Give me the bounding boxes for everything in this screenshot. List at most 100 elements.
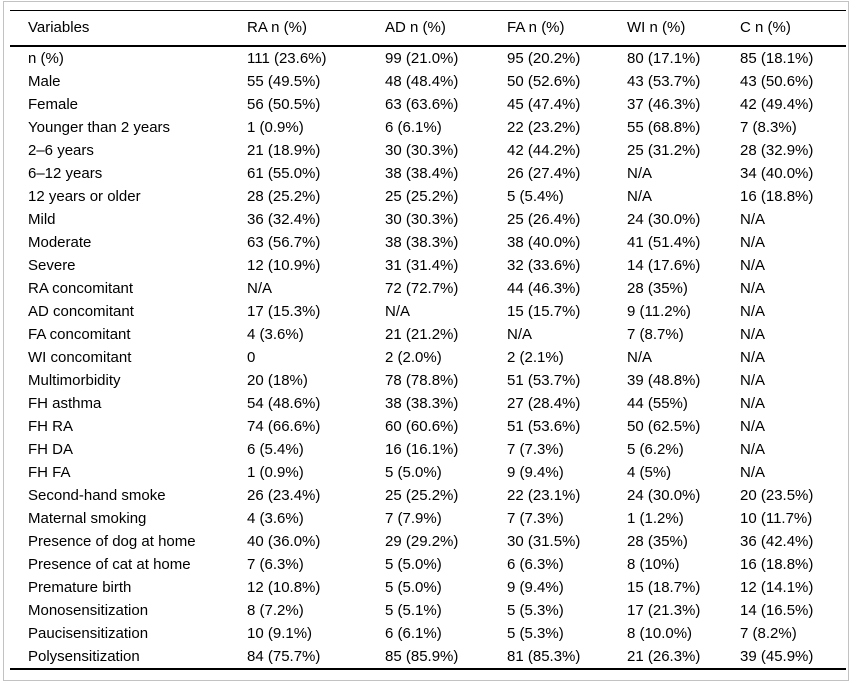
- cell-c: 12 (14.1%): [740, 579, 814, 596]
- cell-ra: N/A: [247, 280, 273, 297]
- variable-cell: Presence of cat at home: [28, 556, 191, 573]
- variable-cell: Polysensitization: [10, 645, 247, 670]
- cell-wi: 41 (51.4%): [627, 234, 701, 251]
- cell-wi: 24 (30.0%): [627, 487, 701, 504]
- cell-ad: 31 (31.4%): [385, 257, 459, 274]
- table-row: FA concomitant 4 (3.6%) 21 (21.2%) N/A 7…: [10, 323, 846, 346]
- cell-wi: 1 (1.2%): [627, 510, 684, 527]
- variable-cell: Moderate: [28, 234, 92, 251]
- cell-fa: N/A: [507, 326, 533, 343]
- cell-c: 16 (18.8%): [740, 556, 814, 573]
- cell-c: N/A: [740, 418, 766, 435]
- cell-c: N/A: [740, 280, 766, 297]
- cell-ad: 5 (5.1%): [385, 602, 442, 619]
- table-row: Premature birth 12 (10.8%) 5 (5.0%) 9 (9…: [10, 576, 846, 599]
- cell-ad: 60 (60.6%): [385, 418, 459, 435]
- cell-ad: 72 (72.7%): [385, 280, 459, 297]
- cell-ra: 63 (56.7%): [247, 234, 321, 251]
- cell-wi: 37 (46.3%): [627, 96, 701, 113]
- cell-wi: 80 (17.1%): [627, 50, 701, 67]
- cell-ad: 38 (38.3%): [385, 234, 459, 251]
- table-row: Female 56 (50.5%) 63 (63.6%) 45 (47.4%) …: [10, 93, 846, 116]
- cell-fa: 26 (27.4%): [507, 165, 581, 182]
- cell-fa: 9 (9.4%): [507, 579, 564, 596]
- table-row: Male 55 (49.5%) 48 (48.4%) 50 (52.6%) 43…: [10, 70, 846, 93]
- cell-wi: N/A: [627, 188, 653, 205]
- variable-cell: FH RA: [28, 418, 73, 435]
- cell-ad: 25 (25.2%): [385, 487, 459, 504]
- cell-ad: 30 (30.3%): [385, 142, 459, 159]
- column-header: Variables: [10, 10, 247, 47]
- variable-cell: Maternal smoking: [28, 510, 147, 527]
- variable-cell: Multimorbidity: [28, 372, 121, 389]
- cell-c: N/A: [740, 441, 766, 458]
- cell-wi: 25 (31.2%): [627, 142, 701, 159]
- cell-fa: 44 (46.3%): [507, 280, 581, 297]
- cell-ad: 5 (5.0%): [385, 464, 442, 481]
- table-row: Presence of dog at home 40 (36.0%) 29 (2…: [10, 530, 846, 553]
- cell-fa: 51 (53.7%): [507, 372, 581, 389]
- cell-c: N/A: [740, 326, 766, 343]
- table-row: 6–12 years 61 (55.0%) 38 (38.4%) 26 (27.…: [10, 162, 846, 185]
- variable-cell: Monosensitization: [28, 602, 149, 619]
- cell-fa: 95 (20.2%): [507, 50, 581, 67]
- cell-c: 28 (32.9%): [740, 142, 814, 159]
- table-row: Second-hand smoke 26 (23.4%) 25 (25.2%) …: [10, 484, 846, 507]
- cell-fa: 30 (31.5%): [507, 533, 581, 550]
- variable-cell: n (%): [28, 50, 64, 67]
- cell-ra: 26 (23.4%): [247, 487, 321, 504]
- cell-fa: 7 (7.3%): [507, 510, 564, 527]
- image-frame: [3, 1, 849, 681]
- variable-cell: Second-hand smoke: [28, 487, 166, 504]
- cell-ra: 4 (3.6%): [247, 326, 304, 343]
- table-row: FH FA 1 (0.9%) 5 (5.0%) 9 (9.4%) 4 (5%) …: [10, 461, 846, 484]
- table-row: FH DA 6 (5.4%) 16 (16.1%) 7 (7.3%) 5 (6.…: [10, 438, 846, 461]
- cell-fa: 27 (28.4%): [507, 395, 581, 412]
- cell-ra: 55 (49.5%): [247, 73, 321, 90]
- cell-ra: 12 (10.8%): [247, 579, 321, 596]
- cell-fa: 25 (26.4%): [507, 211, 581, 228]
- cell-c: 10 (11.7%): [740, 510, 813, 527]
- cell-c: N/A: [740, 211, 766, 228]
- cell-c: 42 (49.4%): [740, 96, 814, 113]
- cell-ra: 54 (48.6%): [247, 395, 321, 412]
- variable-cell: RA concomitant: [28, 280, 134, 297]
- cell-fa: 32 (33.6%): [507, 257, 581, 274]
- cell-ra: 12 (10.9%): [247, 257, 321, 274]
- cell-ra: 20 (18%): [247, 372, 308, 389]
- cell-c: N/A: [740, 395, 766, 412]
- cell-fa: 7 (7.3%): [507, 441, 564, 458]
- cell-wi: 39 (48.8%): [627, 372, 701, 389]
- cell-c: N/A: [740, 372, 766, 389]
- cell-ra: 1 (0.9%): [247, 464, 304, 481]
- cell-ra: 111 (23.6%): [247, 50, 327, 67]
- table-row: Severe 12 (10.9%) 31 (31.4%) 32 (33.6%) …: [10, 254, 846, 277]
- cell-fa: 15 (15.7%): [507, 303, 581, 320]
- cell-fa: 22 (23.2%): [507, 119, 581, 136]
- cell-wi: 8 (10%): [627, 556, 680, 573]
- cell-wi: 55 (68.8%): [627, 119, 701, 136]
- patient-characteristics-table: Variables RA n (%) AD n (%) FA n (%) WI n (%…: [10, 10, 846, 670]
- table-row: 2–6 years 21 (18.9%) 30 (30.3%) 42 (44.2…: [10, 139, 846, 162]
- cell-fa: 51 (53.6%): [507, 418, 581, 435]
- cell-ra: 36 (32.4%): [247, 211, 321, 228]
- cell-c: N/A: [740, 303, 766, 320]
- cell-ra: 8 (7.2%): [247, 602, 304, 619]
- variable-cell: FA concomitant: [28, 326, 131, 343]
- table-row: Monosensitization 8 (7.2%) 5 (5.1%) 5 (5…: [10, 599, 846, 622]
- variable-cell: WI concomitant: [28, 349, 132, 366]
- cell-ra: 28 (25.2%): [247, 188, 321, 205]
- variable-cell: Paucisensitization: [28, 625, 149, 642]
- cell-ad: 25 (25.2%): [385, 188, 459, 205]
- variable-cell: Female: [28, 96, 79, 113]
- table-row: Polysensitization 84 (75.7%) 85 (85.9%) …: [10, 645, 846, 670]
- cell-wi: N/A: [627, 165, 653, 182]
- cell-ad: 6 (6.1%): [385, 119, 442, 136]
- cell-ra: 40 (36.0%): [247, 533, 321, 550]
- cell-wi: 43 (53.7%): [627, 73, 701, 90]
- cell-fa: 5 (5.3%): [507, 602, 564, 619]
- cell-wi: 28 (35%): [627, 280, 688, 297]
- cell-ra: 4 (3.6%): [247, 510, 304, 527]
- cell-ad: 30 (30.3%): [385, 211, 459, 228]
- cell-fa: 42 (44.2%): [507, 142, 581, 159]
